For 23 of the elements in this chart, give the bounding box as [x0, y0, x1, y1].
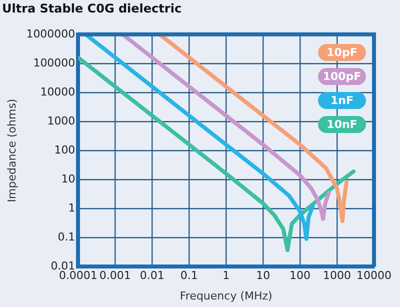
text: 1nF — [318, 92, 366, 110]
y-tick-label: 100 — [54, 143, 76, 156]
y-tick-label: 1 — [68, 201, 76, 214]
x-tick-label: 0.1 — [180, 269, 198, 282]
y-tick-label: 1000000 — [26, 27, 76, 40]
text: 10nF — [318, 116, 366, 134]
y-tick-label: 10000 — [40, 85, 76, 98]
x-tick-label: 1000 — [323, 269, 352, 282]
y-tick-label: 1000 — [47, 114, 76, 128]
x-tick-label: 10000 — [356, 269, 392, 282]
y-tick-label: 0.1 — [58, 230, 76, 244]
x-tick-label: 0.01 — [140, 269, 164, 282]
y-tick-label: 10 — [61, 172, 76, 186]
x-axis-title: Frequency (MHz) — [180, 289, 272, 302]
chart-title: Ultra Stable C0G dielectric — [2, 1, 182, 16]
x-tick-label: 1 — [222, 269, 230, 282]
text: 10pF — [318, 44, 366, 62]
y-axis-title: Impedance (ohms) — [5, 98, 18, 202]
x-tick-label: 100 — [290, 269, 311, 282]
y-tick-label: 100000 — [33, 56, 76, 70]
text: 100pF — [318, 68, 366, 86]
x-tick-label: 0.001 — [99, 269, 131, 282]
x-tick-label: 10 — [256, 269, 270, 282]
